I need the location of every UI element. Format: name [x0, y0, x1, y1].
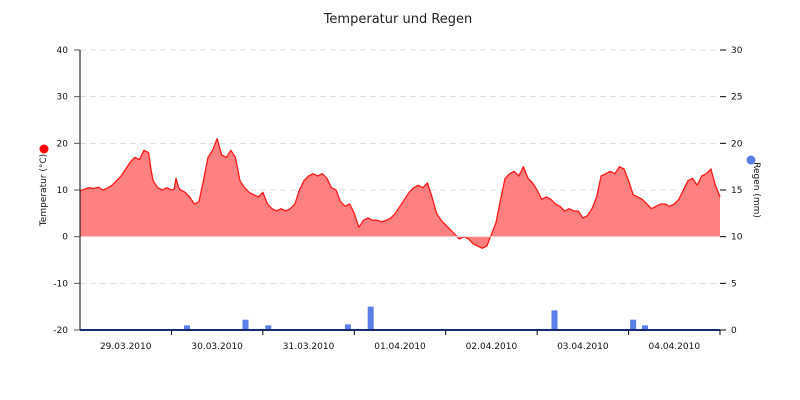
- right-axis-title: Regen (mm): [751, 162, 761, 218]
- rain-bar: [344, 324, 351, 330]
- rain-bar: [242, 319, 249, 330]
- temperature-area-fill: [80, 138, 720, 249]
- left-tick-label: -20: [53, 326, 68, 336]
- right-axis-ticks: 30 25 20 15 10 5 0: [720, 46, 743, 336]
- left-tick-label: 0: [62, 233, 68, 243]
- left-tick-label: 40: [57, 46, 69, 56]
- rain-bar: [551, 310, 558, 330]
- rain-bar: [642, 325, 648, 330]
- left-tick-label: -10: [53, 279, 68, 289]
- right-tick-label: 15: [731, 186, 742, 196]
- left-tick-label: 10: [57, 186, 69, 196]
- rain-legend-marker-icon: [746, 155, 756, 165]
- right-tick-label: 20: [731, 139, 743, 149]
- right-tick-label: 0: [731, 326, 737, 336]
- grid-lines: [80, 49, 720, 284]
- right-axis-title-group: Regen (mm): [751, 162, 761, 218]
- temperature-legend-marker-icon: [39, 144, 49, 154]
- left-axis-title: Temperatur (°C): [39, 154, 49, 227]
- x-tick-label: 04.04.2010: [649, 342, 701, 352]
- x-tick-label: 01.04.2010: [374, 342, 426, 352]
- x-tick-label: 29.03.2010: [100, 342, 152, 352]
- x-tick-label: 03.04.2010: [557, 342, 609, 352]
- rain-bar: [265, 325, 272, 330]
- right-tick-label: 10: [731, 233, 743, 243]
- chart-title: Temperatur und Regen: [323, 12, 473, 27]
- x-axis-ticks: 29.03.2010 30.03.2010 31.03.2010 01.04.2010…: [100, 330, 721, 352]
- x-tick-label: 30.03.2010: [191, 342, 243, 352]
- right-tick-label: 30: [731, 46, 743, 56]
- right-tick-label: 25: [731, 93, 742, 103]
- left-tick-label: 20: [57, 139, 69, 149]
- rain-bar: [367, 306, 374, 330]
- temperature-area: [79, 138, 721, 249]
- x-tick-label: 31.03.2010: [283, 342, 335, 352]
- rain-bar: [184, 325, 190, 330]
- right-tick-label: 5: [731, 279, 737, 289]
- x-tick-label: 02.04.2010: [466, 342, 518, 352]
- temperature-line: [79, 138, 721, 249]
- rain-bar: [630, 319, 637, 330]
- rain-bars: [184, 306, 648, 330]
- left-axis-ticks: 40 30 20 10 0 -10 -20: [53, 46, 80, 336]
- left-axis-title-group: Temperatur (°C): [39, 154, 49, 227]
- left-tick-label: 30: [57, 93, 69, 103]
